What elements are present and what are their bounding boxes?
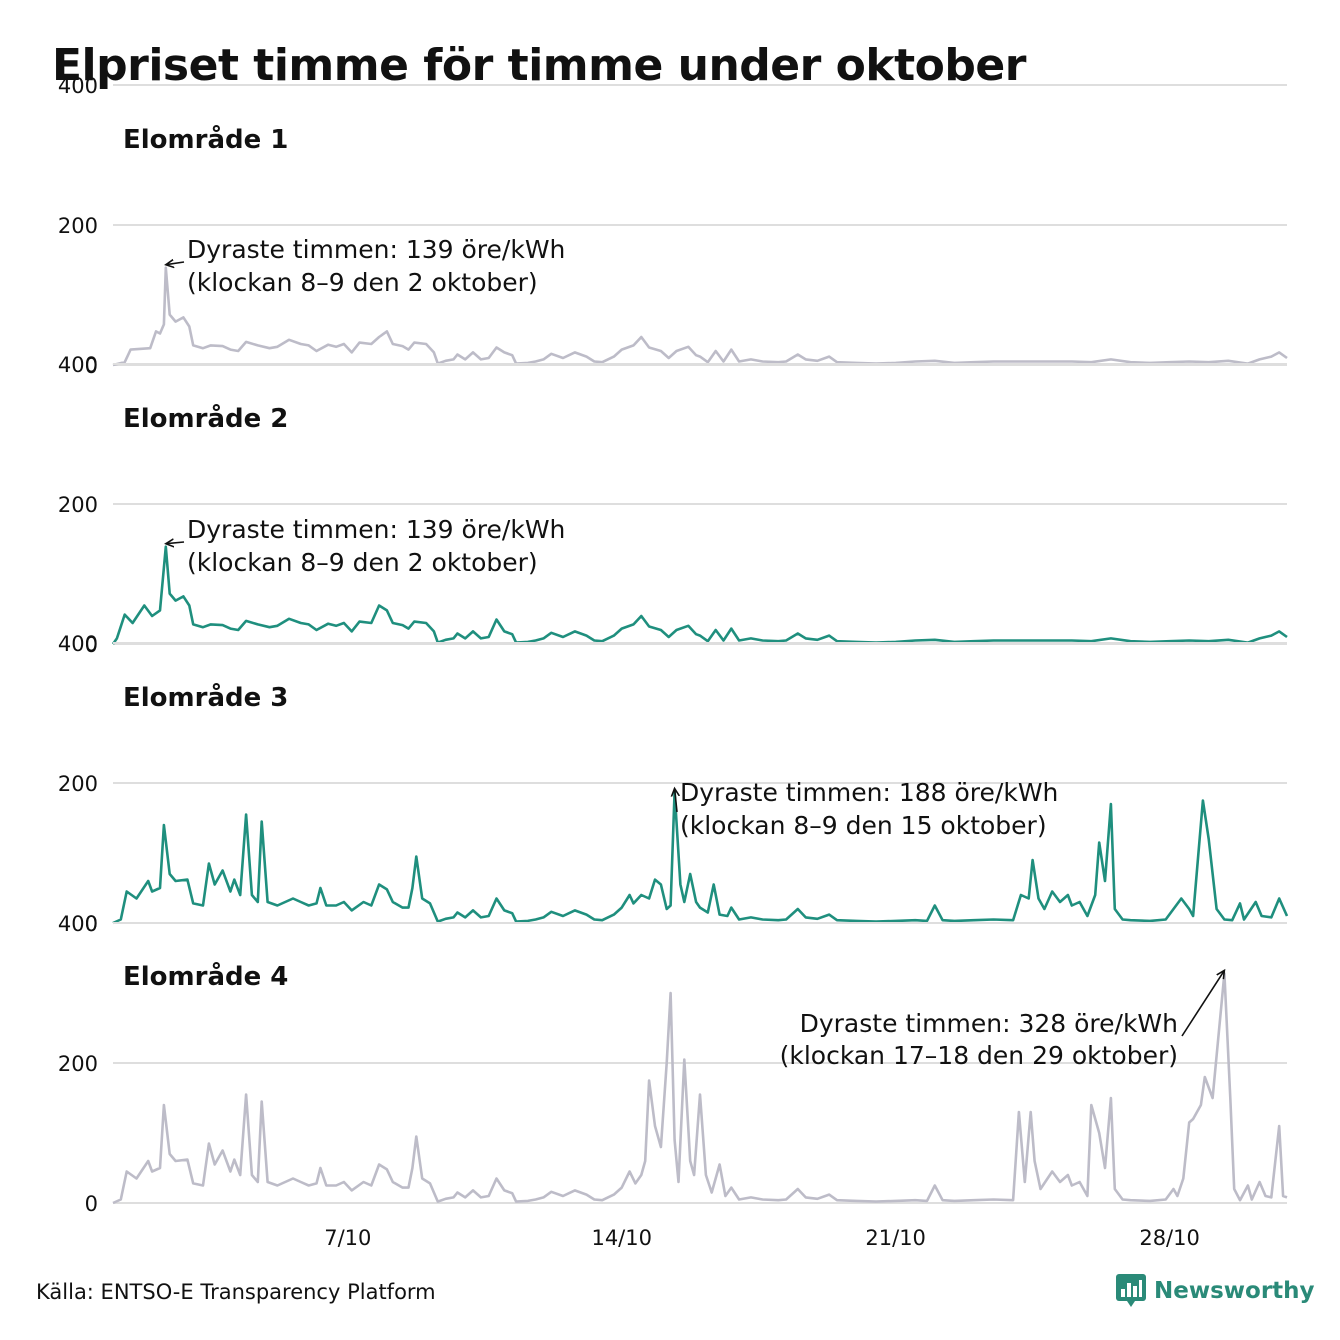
peak-annotation-arrow	[675, 788, 677, 813]
x-tick-label: 7/10	[324, 1226, 371, 1250]
x-tick-label: 21/10	[865, 1226, 926, 1250]
y-tick-label: 400	[58, 632, 98, 656]
price-line-2	[111, 545, 1288, 645]
y-tick-label: 0	[85, 633, 98, 657]
source-note: Källa: ENTSO-E Transparency Platform	[36, 1280, 436, 1304]
y-tick-label: 0	[85, 354, 98, 378]
x-tick-label: 14/10	[591, 1226, 652, 1250]
y-tick-label: 200	[58, 214, 98, 238]
y-tick-label: 0	[85, 912, 98, 936]
x-tick-label: 28/10	[1139, 1226, 1200, 1250]
peak-annotation-arrow	[166, 262, 185, 265]
peak-annotation-line2: (klockan 17–18 den 29 oktober)	[780, 1041, 1178, 1070]
y-tick-label: 400	[58, 353, 98, 377]
peak-annotation-arrow	[1181, 970, 1224, 1037]
price-line-1	[112, 266, 1288, 367]
y-tick-label: 0	[85, 1192, 98, 1216]
panel-title-2: Elområde 2	[123, 402, 288, 434]
peak-annotation-arrow	[166, 542, 185, 544]
brand-logo[interactable]: Newsworthy	[1116, 1274, 1315, 1308]
peak-annotation-line1: Dyraste timmen: 139 öre/kWh	[187, 515, 565, 544]
y-tick-label: 400	[58, 912, 98, 936]
y-tick-label: 200	[58, 772, 98, 796]
peak-annotation-line1: Dyraste timmen: 328 öre/kWh	[800, 1009, 1178, 1038]
y-tick-label: 200	[58, 493, 98, 517]
price-line-4	[112, 972, 1288, 1205]
page-title: Elpriset timme för timme under oktober	[52, 40, 1026, 91]
brand-name: Newsworthy	[1154, 1278, 1315, 1304]
peak-annotation-line1: Dyraste timmen: 188 öre/kWh	[680, 778, 1058, 807]
panel-title-4: Elområde 4	[123, 960, 288, 992]
peak-annotation-line1: Dyraste timmen: 139 öre/kWh	[187, 235, 565, 264]
panel-title-1: Elområde 1	[123, 123, 288, 155]
price-line-3	[112, 790, 1289, 925]
y-tick-label: 200	[58, 1052, 98, 1076]
newsworthy-logo-icon	[1116, 1274, 1146, 1307]
peak-annotation-line2: (klockan 8–9 den 2 oktober)	[187, 268, 538, 297]
peak-annotation-line2: (klockan 8–9 den 15 oktober)	[680, 811, 1047, 840]
panel-title-3: Elområde 3	[123, 681, 288, 713]
peak-annotation-line2: (klockan 8–9 den 2 oktober)	[187, 548, 538, 577]
y-tick-label: 400	[58, 74, 98, 98]
